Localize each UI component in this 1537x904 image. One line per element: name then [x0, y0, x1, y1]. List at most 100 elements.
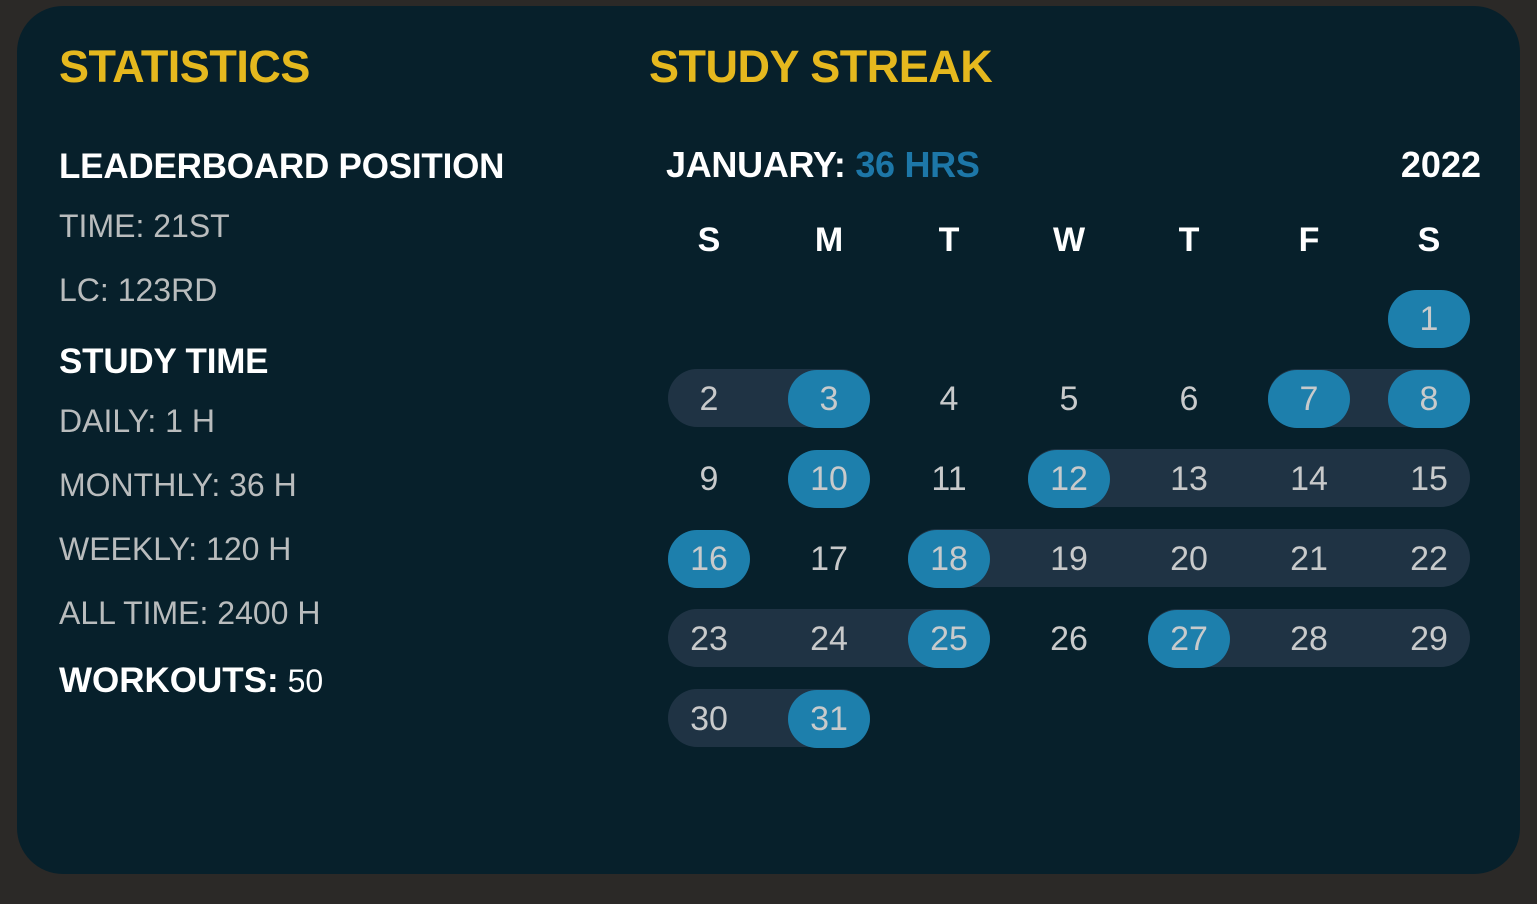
study-time-section: STUDY TIME DAILY: 1 H MONTHLY: 36 H WEEK…	[59, 344, 619, 629]
streak-day-highlight	[1148, 610, 1230, 668]
streak-day-highlight	[788, 690, 870, 748]
calendar-day-empty	[1009, 279, 1129, 359]
calendar-day[interactable]: 10	[769, 439, 889, 519]
streak-day-highlight	[1388, 290, 1470, 348]
calendar-day-number: 19	[1050, 540, 1088, 578]
calendar-day[interactable]: 29	[1369, 599, 1489, 679]
workouts-label: WORKOUTS:	[59, 661, 279, 700]
calendar-day[interactable]: 2	[649, 359, 769, 439]
study-streak-title: STUDY STREAK	[649, 41, 993, 92]
study-time-daily: DAILY: 1 H	[59, 403, 215, 439]
calendar-day[interactable]: 30	[649, 679, 769, 759]
calendar-day[interactable]: 25	[889, 599, 1009, 679]
statistics-title: STATISTICS	[59, 41, 310, 92]
calendar-day[interactable]: 4	[889, 359, 1009, 439]
calendar-day-number: 23	[690, 620, 728, 658]
calendar-day-number: 16	[690, 540, 728, 578]
calendar-day[interactable]: 9	[649, 439, 769, 519]
calendar-day[interactable]: 3	[769, 359, 889, 439]
calendar-body: 1 2 3 4 5 6 7 8 9 10 11 12 13 14 15 16 17 18 19 20 21 22 23 24 2…	[649, 279, 1489, 759]
streak-day-highlight	[1268, 370, 1350, 428]
study-time-weekly: WEEKLY: 120 H	[59, 531, 292, 567]
calendar-day-number: 18	[930, 540, 968, 578]
calendar-day-empty	[649, 279, 769, 359]
calendar-day[interactable]: 16	[649, 519, 769, 599]
calendar-day-number: 2	[699, 380, 719, 418]
calendar-day[interactable]: 12	[1009, 439, 1129, 519]
calendar-day-empty	[1009, 679, 1129, 759]
streak-day-highlight	[788, 370, 870, 428]
calendar-day-number: 14	[1290, 460, 1328, 498]
calendar-day[interactable]: 18	[889, 519, 1009, 599]
study-time-all-time: ALL TIME: 2400 H	[59, 595, 321, 631]
calendar-week-grid: 30 31	[649, 679, 1489, 759]
calendar-day-number: 26	[1050, 620, 1088, 658]
calendar-day-empty	[1129, 679, 1249, 759]
calendar-week-grid: 23 24 25 26 27 28 29	[649, 599, 1489, 679]
calendar-day-empty	[769, 279, 889, 359]
calendar-week-grid: 1	[649, 279, 1489, 359]
workouts-row: WORKOUTS: 50	[59, 663, 619, 698]
day-pill-placeholder	[908, 690, 990, 748]
calendar-day-number: 17	[810, 540, 848, 578]
calendar-weekday-1: M	[814, 221, 844, 259]
calendar-day-number: 25	[930, 620, 968, 658]
calendar-day[interactable]: 31	[769, 679, 889, 759]
streak-band	[908, 529, 1470, 587]
calendar-day[interactable]: 14	[1249, 439, 1369, 519]
calendar-day[interactable]: 7	[1249, 359, 1369, 439]
calendar-day-number: 9	[699, 460, 719, 498]
calendar-day[interactable]: 15	[1369, 439, 1489, 519]
calendar-day-number: 8	[1419, 380, 1439, 418]
calendar-day-empty	[1369, 679, 1489, 759]
study-time-heading: STUDY TIME	[59, 342, 269, 381]
leaderboard-section: LEADERBOARD POSITION TIME: 21ST LC: 123R…	[59, 149, 619, 306]
calendar-day[interactable]: 23	[649, 599, 769, 679]
workouts-value: 50	[287, 663, 324, 699]
calendar-day[interactable]: 19	[1009, 519, 1129, 599]
calendar-day[interactable]: 6	[1129, 359, 1249, 439]
calendar-day-number: 5	[1059, 380, 1079, 418]
streak-day-highlight	[908, 610, 990, 668]
calendar-month-label: JANUARY: 36 HRS	[666, 147, 980, 183]
calendar-day[interactable]: 11	[889, 439, 1009, 519]
calendar-day[interactable]: 13	[1129, 439, 1249, 519]
calendar-week-row: 23 24 25 26 27 28 29	[649, 599, 1489, 679]
calendar-weekday-0: S	[697, 221, 721, 259]
calendar-week-row: 1	[649, 279, 1489, 359]
calendar-day-number: 7	[1299, 380, 1319, 418]
calendar-day[interactable]: 21	[1249, 519, 1369, 599]
calendar-day[interactable]: 1	[1369, 279, 1489, 359]
leaderboard-lc-position: LC: 123RD	[59, 272, 218, 308]
calendar-day[interactable]: 20	[1129, 519, 1249, 599]
calendar-day[interactable]: 5	[1009, 359, 1129, 439]
calendar-day-empty	[1249, 279, 1369, 359]
calendar-weekday-2: T	[938, 221, 960, 259]
calendar-day[interactable]: 26	[1009, 599, 1129, 679]
calendar-day-empty	[889, 279, 1009, 359]
leaderboard-time-position: TIME: 21ST	[59, 208, 230, 244]
calendar-day[interactable]: 27	[1129, 599, 1249, 679]
calendar-weekday-3: W	[1052, 221, 1086, 259]
calendar-day-number: 20	[1170, 540, 1208, 578]
calendar-day-number: 11	[931, 460, 967, 498]
calendar-day-empty	[1129, 279, 1249, 359]
streak-day-highlight	[1028, 450, 1110, 508]
calendar-day[interactable]: 28	[1249, 599, 1369, 679]
calendar-month-row: JANUARY: 36 HRS 2022	[649, 147, 1489, 189]
day-pill-placeholder	[1268, 690, 1350, 748]
calendar-day[interactable]: 22	[1369, 519, 1489, 599]
calendar-day[interactable]: 24	[769, 599, 889, 679]
calendar-weekday-5: F	[1298, 221, 1320, 259]
stats-streak-card: STATISTICS LEADERBOARD POSITION TIME: 21…	[17, 6, 1520, 874]
calendar-day-empty	[889, 679, 1009, 759]
calendar-day[interactable]: 8	[1369, 359, 1489, 439]
calendar-day-number: 28	[1290, 620, 1328, 658]
day-pill-placeholder	[1028, 690, 1110, 748]
calendar-day[interactable]: 17	[769, 519, 889, 599]
calendar-day-number: 27	[1170, 620, 1208, 658]
calendar-day-number: 1	[1419, 300, 1439, 338]
